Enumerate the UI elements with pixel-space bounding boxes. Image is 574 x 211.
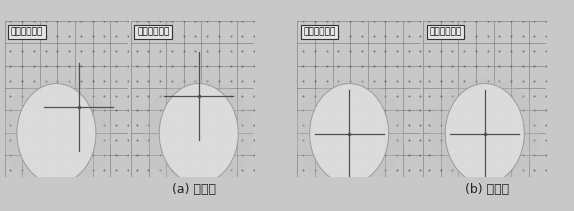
Text: 第二光学通道: 第二光学通道: [429, 27, 461, 36]
Text: 第一光学通道: 第一光学通道: [11, 27, 43, 36]
Ellipse shape: [294, 78, 405, 188]
Circle shape: [17, 84, 96, 184]
Text: (a) 矫正前: (a) 矫正前: [172, 183, 216, 196]
Ellipse shape: [144, 78, 254, 188]
Ellipse shape: [429, 78, 540, 188]
Text: (b) 矫正后: (b) 矫正后: [465, 183, 509, 196]
Ellipse shape: [1, 78, 112, 188]
Circle shape: [310, 84, 389, 184]
Circle shape: [159, 84, 238, 184]
Text: 第一光学通道: 第一光学通道: [304, 27, 336, 36]
Circle shape: [445, 84, 524, 184]
Text: 第二光学通道: 第二光学通道: [137, 27, 169, 36]
